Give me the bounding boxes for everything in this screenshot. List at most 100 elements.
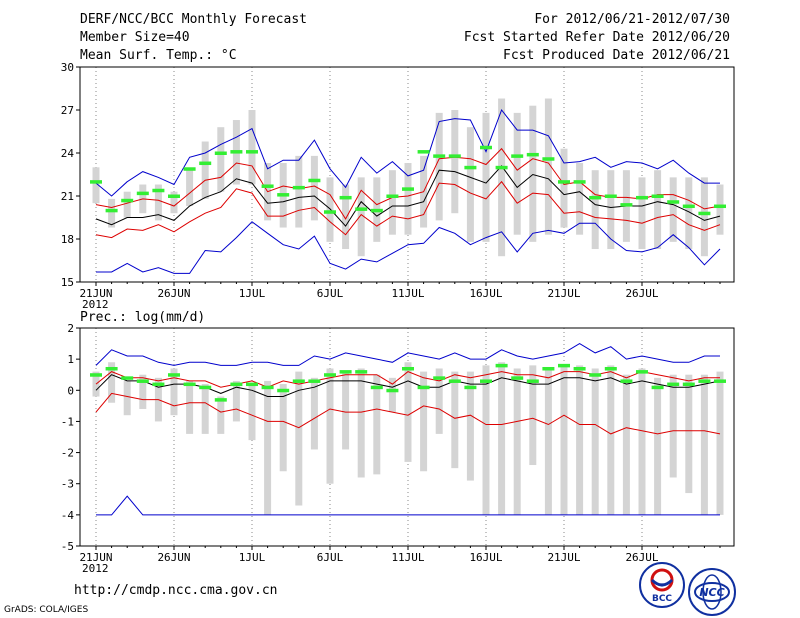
spread-box [482, 365, 490, 515]
spread-box [186, 380, 194, 434]
obs-marker [152, 188, 165, 193]
obs-marker [105, 366, 118, 371]
obs-marker [246, 150, 258, 154]
obs-marker [324, 210, 336, 214]
obs-marker [214, 151, 227, 155]
spread-box [201, 384, 209, 434]
obs-marker [417, 385, 430, 390]
obs-marker [214, 398, 227, 402]
spread-box [716, 184, 724, 235]
spread-box [638, 368, 646, 515]
obs-marker [589, 373, 602, 377]
chart-title: DERF/NCC/BCC Monthly Forecast [80, 12, 307, 27]
obs-marker [183, 382, 196, 387]
x-tick-label: 26JUL [625, 287, 658, 300]
series-line-upper [95, 371, 720, 388]
obs-marker [230, 150, 243, 154]
x-tick-label: 26JUN [157, 287, 190, 300]
obs-marker [261, 385, 274, 390]
obs-marker [308, 379, 321, 383]
spread-box [404, 362, 412, 462]
obs-marker [604, 366, 617, 371]
produced-date: Fcst Produced Date 2012/06/21 [503, 48, 730, 63]
spread-box [466, 127, 474, 242]
y-tick-label: -4 [61, 509, 75, 522]
y-tick-label: 0 [67, 384, 74, 397]
y-tick-label: -1 [61, 415, 74, 428]
x-tick-label: 16JUL [469, 551, 502, 564]
obs-marker [121, 198, 134, 203]
spread-box [513, 368, 521, 515]
x-tick-label: 1JUL [239, 551, 266, 564]
spread-box [466, 371, 474, 481]
obs-marker [698, 211, 711, 216]
spread-box [139, 374, 147, 409]
spread-box [544, 98, 552, 235]
obs-marker [199, 385, 212, 390]
y-tick-label: 24 [61, 147, 75, 160]
x-tick-label: 6JUL [317, 287, 344, 300]
obs-marker [370, 385, 383, 390]
spread-box [607, 365, 615, 515]
obs-marker [324, 373, 336, 377]
source-url[interactable]: http://cmdp.ncc.cma.gov.cn [74, 583, 278, 598]
obs-marker [183, 167, 196, 171]
obs-marker [136, 191, 149, 196]
obs-marker [370, 208, 383, 213]
x-tick-sublabel: 2012 [82, 562, 109, 575]
spread-box [638, 177, 646, 250]
spread-box [264, 380, 272, 515]
spread-box [451, 110, 459, 214]
y-tick-label: -3 [61, 478, 74, 491]
spread-box [295, 155, 303, 228]
spread-box [622, 374, 630, 515]
x-tick-label: 16JUL [469, 287, 502, 300]
obs-marker [386, 194, 399, 198]
spread-box [295, 371, 303, 506]
obs-marker [589, 195, 602, 200]
x-tick-label: 21JUN [79, 551, 112, 564]
x-tick-label: 21JUL [547, 551, 580, 564]
panel-title: Prec.: log(mm/d) [80, 310, 205, 325]
spread-box [310, 155, 318, 221]
x-tick-label: 11JUL [391, 287, 424, 300]
obs-marker [511, 376, 524, 380]
obs-marker [402, 187, 414, 191]
obs-marker [433, 376, 446, 380]
spread-box [310, 377, 318, 450]
spread-box [170, 191, 178, 214]
obs-marker [651, 194, 664, 198]
obs-marker [464, 385, 477, 390]
obs-marker [480, 145, 492, 150]
obs-marker [105, 208, 118, 213]
forecast-period: For 2012/06/21-2012/07/30 [534, 12, 730, 27]
obs-marker [636, 195, 648, 200]
obs-marker [121, 376, 134, 380]
obs-marker [542, 366, 555, 371]
spread-box [591, 170, 599, 250]
series-line-max [96, 221, 721, 274]
obs-marker [667, 382, 680, 387]
obs-marker [355, 370, 368, 374]
spread-box [123, 191, 131, 218]
obs-marker [261, 184, 274, 188]
spread-box [685, 177, 693, 250]
spread-box [248, 384, 256, 441]
spread-box [170, 368, 178, 416]
spread-box [576, 365, 584, 515]
spread-box [154, 184, 162, 221]
obs-marker [495, 363, 508, 368]
obs-marker [433, 154, 446, 158]
obs-marker [620, 203, 633, 207]
grads-credit: GrADS: COLA/IGES [4, 605, 89, 615]
obs-marker [558, 180, 570, 184]
y-tick-label: -2 [61, 447, 74, 460]
obs-marker [292, 379, 305, 383]
obs-marker [636, 370, 648, 374]
y-tick-label: 2 [67, 322, 74, 335]
obs-marker [464, 165, 477, 170]
obs-marker [246, 382, 258, 387]
